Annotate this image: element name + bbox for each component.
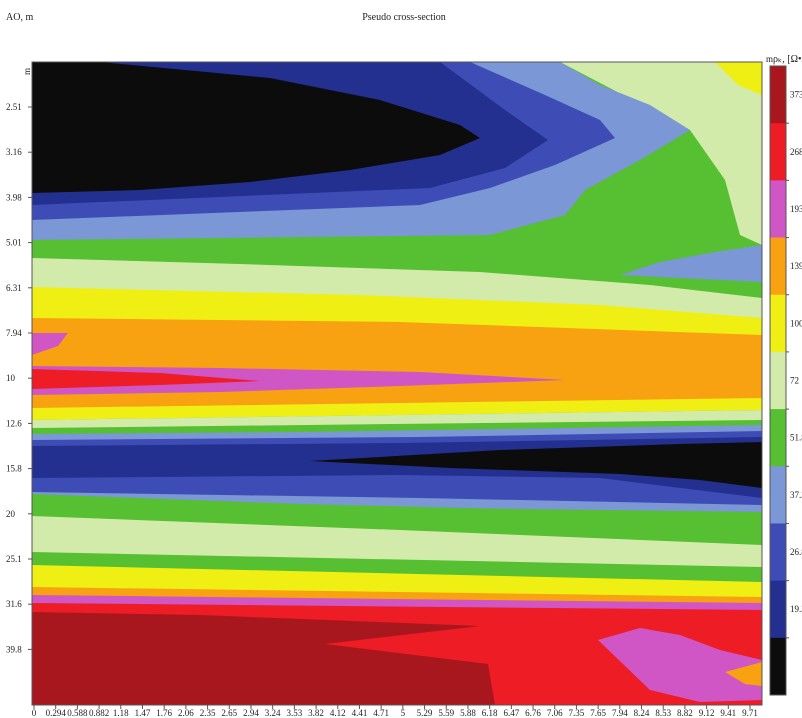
x-tick-label: 1.76 [156,708,172,718]
y-tick-label: 25.1 [6,554,22,564]
x-tick-label: 6.18 [482,708,498,718]
contour-darkred-lower [32,612,495,705]
x-tick-label: 2.94 [243,708,259,718]
x-axis-ticks: 0 0.294 0.588 0.882 1.18 1.47 1.76 2.06 2.35 2.65… [32,705,758,718]
contour-pink-left [32,333,68,355]
colorbar-segment [770,409,786,467]
colorbar-tick-label: 51.8 [790,433,802,443]
y-tick-label: 3.98 [6,192,22,202]
colorbar-segment [770,294,786,353]
x-tick-label: 4.41 [352,708,368,718]
x-tick-label: 2.35 [200,708,216,718]
colorbar-tick-label: 19.3 [790,604,802,614]
colorbar-segment [770,637,786,696]
colorbar-segment [770,180,786,239]
colorbar-tick-label: 26.8 [790,547,802,557]
x-tick-label: 0 [32,708,37,718]
y-axis-label: AO, m [6,12,33,23]
contour-green-thin-lower [32,552,762,585]
y-tick-label: 5.01 [6,238,22,248]
x-tick-label: 6.47 [503,708,519,718]
contour-yellow-topright [715,62,762,95]
x-tick-label: 7.94 [612,708,628,718]
x-tick-label: 3.82 [308,708,324,718]
x-tick-label: 6.76 [525,708,541,718]
x-tick-label: 9.71 [742,708,758,718]
x-tick-label: 0.294 [46,708,67,718]
x-tick-label: 5.59 [438,708,454,718]
x-tick-label: 3.24 [265,708,281,718]
x-tick-label: 8.82 [677,708,693,718]
x-tick-label: 8.24 [634,708,650,718]
x-tick-label: 7.65 [590,708,606,718]
colorbar-tick-label: 139 [790,261,802,271]
x-tick-label: 9.41 [720,708,736,718]
x-tick-label: 9.12 [699,708,715,718]
y-tick-label: 31.6 [6,599,22,609]
contour-black-upper [32,62,480,193]
contour-pink-band [32,366,565,395]
plot-frame [31,61,763,706]
contour-pink-bottomright [598,628,762,702]
contour-red-band [32,369,260,389]
y-tick-label: 20 [6,509,16,519]
contour-orange-bottomright [725,662,762,686]
x-tick-label: 2.06 [178,708,194,718]
y-axis-ticks: 2.51 3.16 3.98 5.01 6.31 7.94 10 12.6 15.8 20 25.1… [6,102,32,654]
y-tick-label: 2.51 [6,102,22,112]
x-tick-label: 5.88 [460,708,476,718]
colorbar-segment [770,123,786,181]
colorbar-tick-label: 373 [790,90,802,100]
x-tick-label: 4.71 [373,708,389,718]
y-tick-label: 7.94 [6,328,22,338]
chart-title: Pseudo cross-section [362,12,446,23]
colorbar-tick-label: 268 [790,147,802,157]
x-tick-label: 3.53 [286,708,302,718]
x-tick-label: 0.588 [67,708,88,718]
contour-black-lower [310,442,762,488]
contour-light-top [560,62,762,245]
colorbar-tick-label: 72 [790,376,799,386]
x-tick-label: 1.18 [113,708,129,718]
colorbar-segment [770,237,786,296]
y-tick-label: 10 [6,373,16,383]
y-tick-label: 39.8 [6,644,22,654]
x-tick-label: 7.35 [569,708,585,718]
x-tick-label: 8.53 [655,708,671,718]
x-tick-label: 2.65 [221,708,237,718]
colorbar-top-label: m [766,54,773,64]
x-tick-label: 7.06 [547,708,563,718]
colorbar-segment [770,351,786,410]
y-tick-label: 3.16 [6,147,22,157]
colorbar-tick-label: 193 [790,204,802,214]
colorbar-tick-label: 37.3 [790,490,802,500]
colorbar-frame [769,65,787,696]
colorbar-tick-label: 100 [790,318,802,328]
x-tick-label: 1.47 [135,708,151,718]
x-tick-label: 5.29 [417,708,433,718]
colorbar: 373 268 193 139 100 72 51.8 37.3 26.8 19.3 [769,65,802,696]
colorbar-label: ρₖ, [Ω•m] [773,54,802,65]
colorbar-segment [770,523,786,582]
y-tick-label: 12.6 [6,418,22,428]
y-tick-label: 15.8 [6,464,22,474]
x-tick-label: 4.12 [330,708,346,718]
y-tick-label: 6.31 [6,283,22,293]
contour-lightblue-right [620,245,762,282]
contour-plot [32,62,762,705]
x-tick-label: 0.882 [89,708,109,718]
colorbar-segment [770,466,786,524]
colorbar-segment [770,66,786,124]
contour-yellow-band-2 [32,398,762,420]
colorbar-segment [770,580,786,639]
x-tick-label: 5 [401,708,406,718]
y-axis-top-label: m [22,68,32,75]
contour-orange-band [32,318,762,408]
